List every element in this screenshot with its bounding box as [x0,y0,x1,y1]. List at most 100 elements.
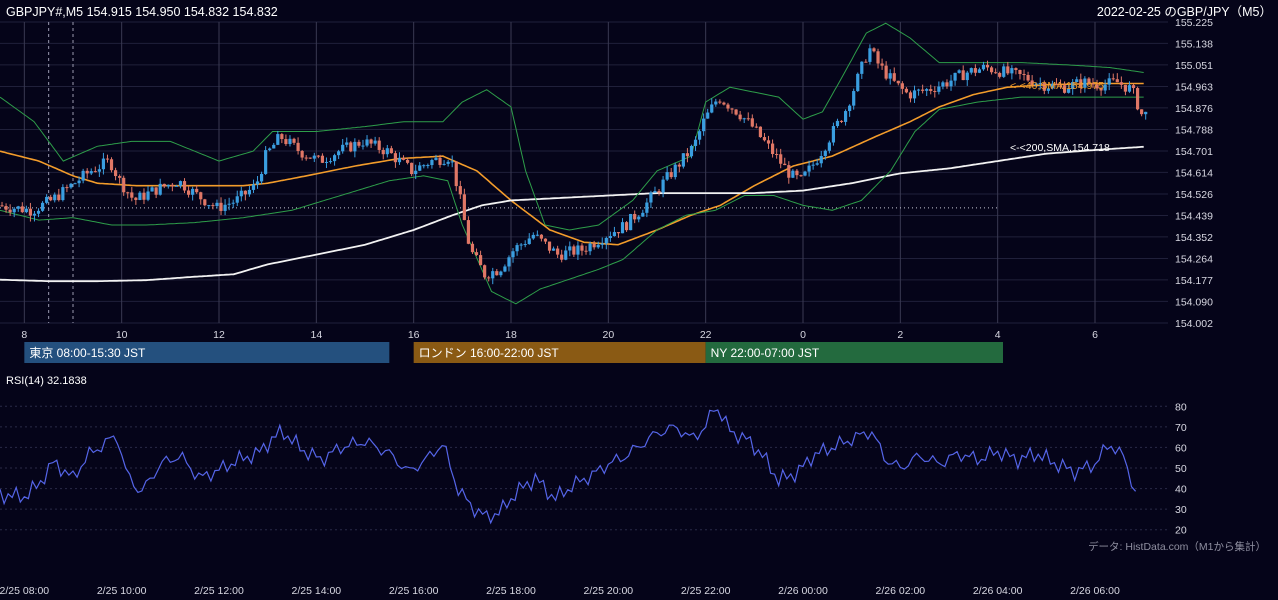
rsi-title: RSI(14) 32.1838 [6,375,87,387]
rsi-tick-label: 40 [1175,484,1187,496]
price-x-tick-label: 16 [408,329,420,341]
candle-body [791,170,795,178]
candle-body [762,137,767,141]
candle-body [97,169,101,172]
rsi-x-tick-label: 2/25 16:00 [389,585,439,597]
candle-body [560,254,564,260]
candle-body [191,188,195,195]
candle-body [487,277,491,279]
candle-body [758,126,763,138]
candle-body [503,266,507,272]
candle-body [706,112,710,119]
candle-body [916,89,921,91]
candle-body [454,161,458,187]
candle-body [722,102,726,105]
candle-body [734,109,738,115]
candle-body [101,158,106,170]
candle-body [977,69,982,73]
price-overlays [0,22,1144,305]
candle-body [40,202,45,211]
candle-body [1067,88,1071,93]
candle-body [600,243,604,245]
candle-body [450,161,454,163]
candle-body [677,164,681,167]
candle-body [633,213,637,220]
candle-body [714,101,718,105]
candle-body [16,206,20,209]
candle-body [981,64,986,70]
candle-body [495,271,499,276]
candle-body [332,155,337,162]
candle-body [397,157,402,163]
candle-body [989,67,994,73]
session-block [705,342,1003,363]
candle-body [247,189,252,195]
candle-body [470,243,475,253]
bollinger-lower-line [0,96,1144,305]
price-tick-label: 155.225 [1175,17,1213,29]
candle-body [795,170,799,176]
candle-body [300,151,304,158]
candle-body [150,187,154,192]
candle-body [223,204,227,211]
candle-body [369,139,373,144]
rsi-tick-label: 80 [1175,401,1187,413]
candle-body [884,65,888,79]
candle-body [669,172,673,178]
candle-body [105,158,110,160]
candle-body [162,183,166,187]
candle-body [515,245,519,252]
rsi-tick-label: 70 [1175,422,1187,434]
candle-body [69,183,73,188]
candle-body [389,148,393,154]
sma200-line [0,145,1144,283]
candle-body [661,179,665,193]
rsi-x-tick-label: 2/26 02:00 [876,585,926,597]
candle-body [852,91,856,106]
candle-body [1135,88,1140,110]
rsi-line [0,409,1137,525]
candle-body [629,213,633,231]
candle-body [178,181,183,186]
candle-body [1144,111,1148,115]
candle-body [142,192,146,200]
candle-body [12,208,16,213]
candle-body [272,144,276,149]
candle-body [856,73,860,92]
candle-body [693,139,698,146]
price-tick-label: 155.138 [1175,38,1213,50]
candle-body [1099,88,1103,91]
candle-body [118,176,122,178]
candle-body [446,161,450,164]
candle-body [872,48,876,52]
candle-body [474,252,479,256]
candle-body [941,82,945,87]
candle-body [170,184,174,187]
price-x-tick-label: 8 [21,329,27,341]
candle-body [186,190,191,195]
rsi-x-tick-label: 2/25 22:00 [681,585,731,597]
candle-body [653,191,657,193]
candle-body [1038,83,1042,85]
candle-body [373,140,377,144]
price-tick-label: 154.614 [1175,167,1213,179]
candle-body [215,202,219,206]
price-tick-label: 154.876 [1175,103,1213,115]
rsi-x-axis: 2/25 08:00 2/25 10:00 2/25 12:00 2/25 14:00… [0,585,1120,597]
price-x-tick-label: 0 [800,329,806,341]
candle-body [280,134,284,140]
price-tick-label: 154.439 [1175,210,1213,222]
rsi-tick-label: 60 [1175,442,1187,454]
price-candles [0,44,1148,285]
candle-body [89,171,93,174]
candle-body [1095,84,1099,89]
candle-body [130,192,134,198]
candle-body [860,61,864,74]
candle-body [296,142,300,152]
candle-body [312,155,316,159]
candle-body [1018,70,1022,75]
candle-body [702,118,706,132]
candle-body [949,80,953,87]
candle-body [53,194,57,201]
candle-body [876,51,880,64]
